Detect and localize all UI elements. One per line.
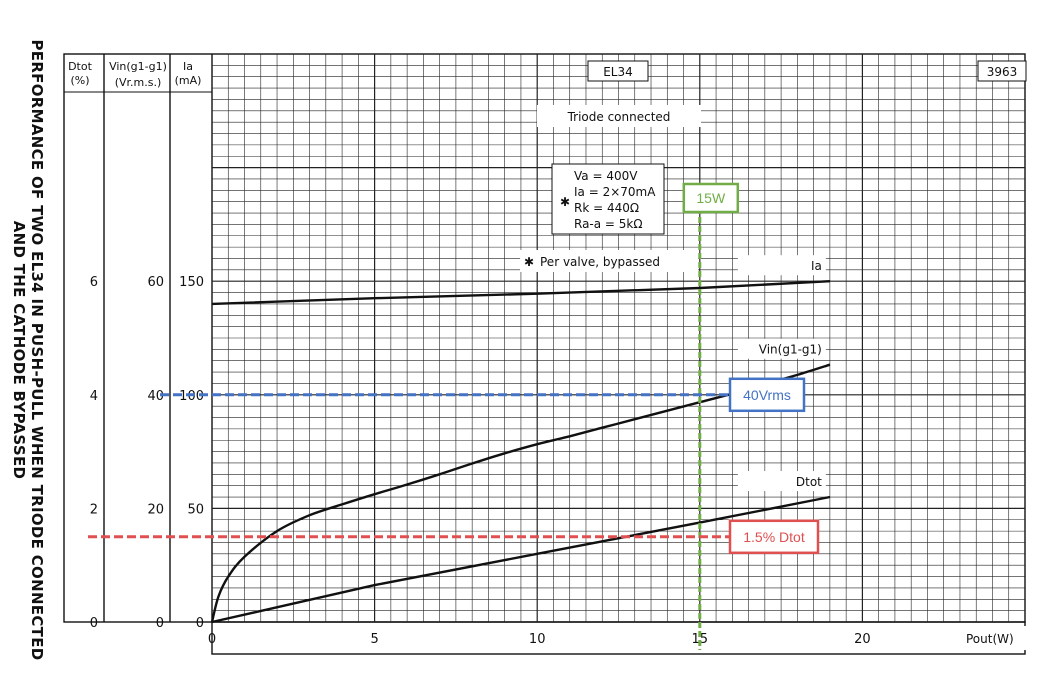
- series-label-bg-2: [737, 471, 826, 492]
- footnote-marker: ✱: [524, 255, 534, 269]
- chart-subtitle: Triode connected: [567, 110, 671, 124]
- ia-axis-header: Ia: [183, 60, 193, 73]
- y-axis-1-tick-label-1: 20: [147, 502, 164, 517]
- series-line-1: [210, 363, 831, 623]
- annotation-label-1: 40Vrms: [743, 387, 791, 403]
- dtot-axis-unit: (%): [70, 74, 89, 87]
- annotation-label-0: 15W: [696, 190, 726, 206]
- dtot-axis-header: Dtot: [68, 60, 93, 73]
- vin-axis-header: Vin(g1-g1): [109, 60, 167, 73]
- conditions-marker: ✱: [560, 195, 570, 209]
- x-axis-label-box: [960, 626, 1026, 650]
- y-axis-0-tick-label-0: 0: [90, 616, 98, 631]
- y-axis-1-tick-label-0: 0: [156, 616, 164, 631]
- x-tick-label-3: 15: [692, 632, 709, 647]
- figure-number: 3963: [987, 65, 1018, 79]
- series-label-bg-0: [737, 255, 826, 276]
- annotations: 15W 40Vrms 1.5% Dtot: [88, 182, 820, 650]
- figure-number-box: [977, 60, 1027, 82]
- condition-ia: Ia = 2×70mA: [574, 185, 656, 199]
- subtitle-box: [537, 105, 701, 127]
- grid: [212, 54, 1025, 622]
- y-axis-1-tick-label-2: 40: [147, 389, 164, 404]
- series-label-0: Ia: [811, 259, 822, 273]
- x-tick-label-2: 10: [529, 632, 546, 647]
- condition-rk: Rk = 440Ω: [574, 201, 639, 215]
- annotation-box-1: [728, 377, 806, 413]
- x-tick-label-1: 5: [370, 632, 378, 647]
- axis-frames: [63, 53, 1026, 655]
- series-line-2: [211, 495, 831, 624]
- x-axis-frame: [211, 621, 1026, 655]
- annotation-box-0: [682, 182, 740, 214]
- annotation-label-2: 1.5% Dtot: [743, 529, 805, 545]
- x-axis-label: Pout(W): [966, 632, 1014, 646]
- series-label-1: Vin(g1-g1): [759, 343, 822, 357]
- conditions-box: [551, 163, 665, 235]
- y-axis-1-tick-label-3: 60: [147, 275, 164, 290]
- condition-va: Va = 400V: [574, 169, 638, 183]
- y-axis-0-tick-label-1: 2: [90, 502, 98, 517]
- y-axis-0-tick-label-3: 6: [90, 275, 98, 290]
- series-line-0: [211, 280, 830, 306]
- vin-axis-unit: (Vr.m.s.): [115, 76, 162, 89]
- series-label-2: Dtot: [796, 475, 822, 489]
- y-axis-2-tick-label-0: 0: [196, 616, 204, 631]
- series-labels: Ia Vin(g1-g1) Dtot: [737, 255, 826, 492]
- x-tick-label-4: 20: [854, 632, 871, 647]
- y-axis-2-tick-label-1: 50: [187, 502, 204, 517]
- x-tick-label-0: 0: [208, 632, 216, 647]
- y-axis-2-tick-label-3: 150: [179, 275, 204, 290]
- footnote-box: [520, 250, 698, 272]
- footnote: Per valve, bypassed: [540, 255, 660, 269]
- series: [210, 280, 831, 624]
- ia-axis-unit: (mA): [175, 74, 202, 87]
- condition-raa: Ra-a = 5kΩ: [574, 217, 643, 231]
- annotation-box-2: [728, 519, 820, 555]
- tube-label-box: [587, 60, 649, 82]
- y-axis-0-tick-label-2: 4: [90, 389, 98, 404]
- series-label-bg-1: [737, 338, 826, 359]
- tube-label: EL34: [603, 65, 633, 79]
